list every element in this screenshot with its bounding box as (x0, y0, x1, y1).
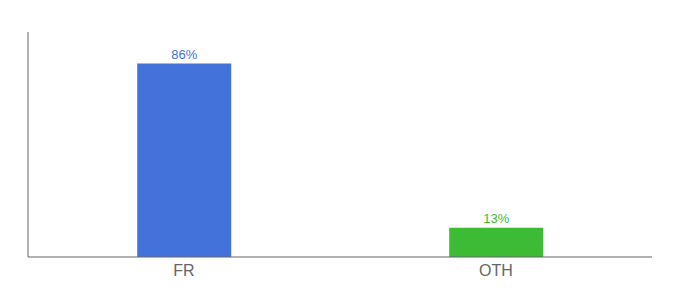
svg-text:OTH: OTH (479, 262, 513, 279)
svg-text:FR: FR (173, 262, 194, 279)
svg-text:13%: 13% (483, 211, 509, 226)
svg-text:86%: 86% (171, 47, 197, 62)
